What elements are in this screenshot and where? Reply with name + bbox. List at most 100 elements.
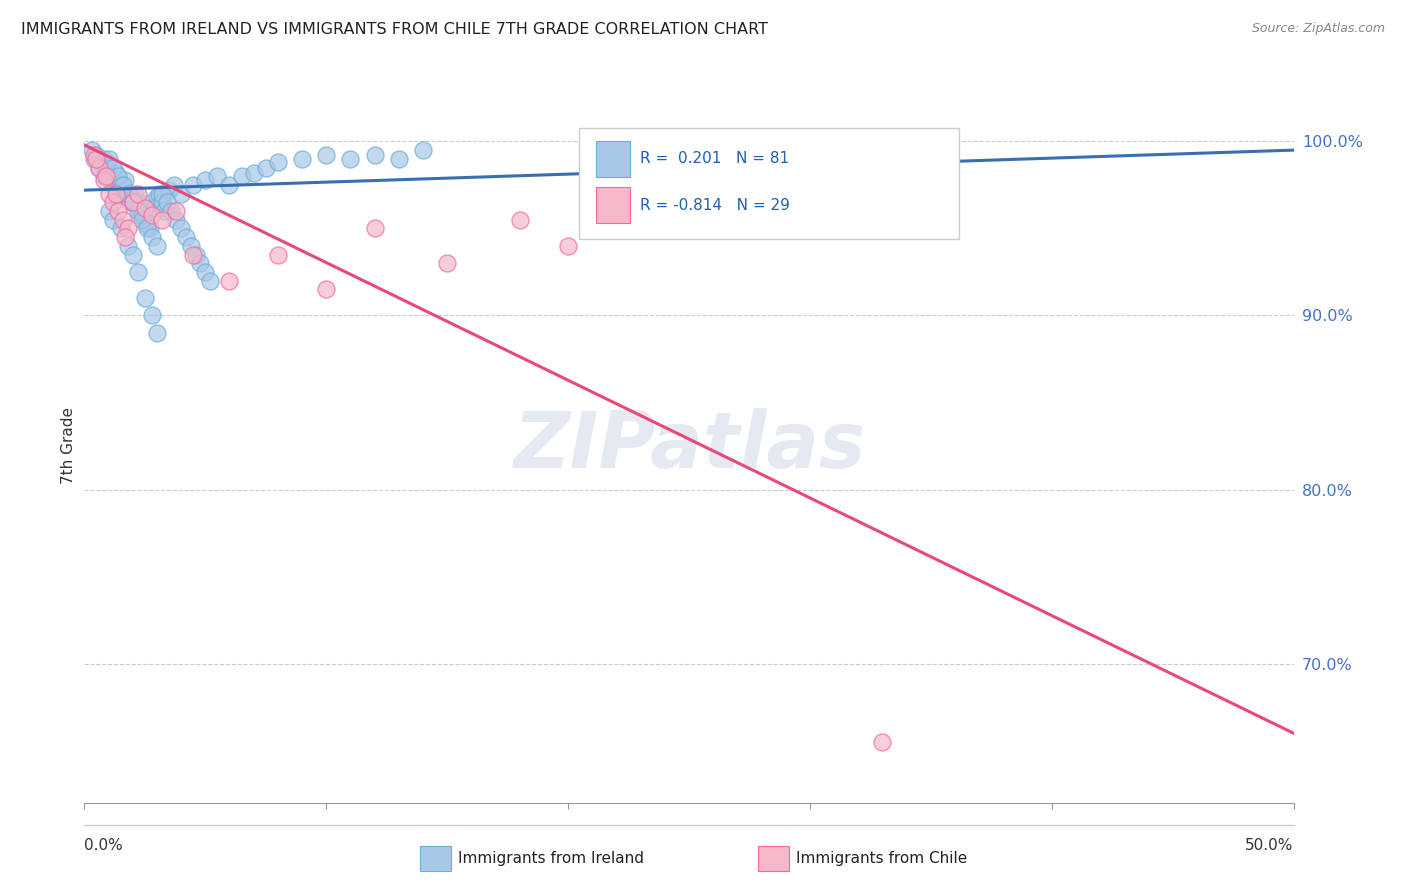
Point xyxy=(155,195,177,210)
Point xyxy=(131,207,153,221)
Point xyxy=(87,161,110,175)
Point xyxy=(150,195,173,210)
Point xyxy=(97,204,120,219)
Point xyxy=(127,195,149,210)
Point xyxy=(363,148,385,162)
Point xyxy=(83,152,105,166)
Point xyxy=(134,201,156,215)
Point xyxy=(799,195,821,210)
Text: R = -0.814   N = 29: R = -0.814 N = 29 xyxy=(640,198,789,212)
Point xyxy=(165,212,187,227)
Point xyxy=(218,274,240,288)
Point xyxy=(136,218,159,232)
Point xyxy=(103,195,125,210)
Point xyxy=(110,178,132,192)
Point xyxy=(160,204,183,219)
Text: IMMIGRANTS FROM IRELAND VS IMMIGRANTS FROM CHILE 7TH GRADE CORRELATION CHART: IMMIGRANTS FROM IRELAND VS IMMIGRANTS FR… xyxy=(21,22,768,37)
Point xyxy=(121,247,143,261)
Point xyxy=(291,152,314,166)
Point xyxy=(94,161,117,175)
Point xyxy=(127,204,149,219)
Text: ZIPatlas: ZIPatlas xyxy=(513,408,865,484)
Point xyxy=(129,204,152,219)
Point xyxy=(103,178,125,192)
Point xyxy=(207,169,229,184)
Point xyxy=(112,178,135,192)
Point xyxy=(121,195,143,210)
Point xyxy=(80,143,103,157)
Text: 50.0%: 50.0% xyxy=(1246,838,1294,853)
Point xyxy=(127,186,149,201)
Point xyxy=(267,155,290,169)
Point xyxy=(97,186,120,201)
Point xyxy=(107,204,129,219)
Point xyxy=(117,186,139,201)
Point xyxy=(112,212,135,227)
Text: Immigrants from Ireland: Immigrants from Ireland xyxy=(458,851,644,865)
Point xyxy=(157,183,180,197)
Point xyxy=(117,239,139,253)
Point xyxy=(83,148,105,162)
Point xyxy=(678,186,700,201)
Point xyxy=(97,169,120,184)
Point xyxy=(86,152,108,166)
Point xyxy=(90,155,112,169)
Point xyxy=(146,239,169,253)
Point xyxy=(143,201,166,215)
Point xyxy=(107,186,129,201)
Point xyxy=(509,212,531,227)
Point xyxy=(194,265,217,279)
Point xyxy=(127,265,149,279)
Point xyxy=(124,186,146,201)
Point xyxy=(267,247,290,261)
Point xyxy=(103,161,125,175)
Y-axis label: 7th Grade: 7th Grade xyxy=(60,408,76,484)
Point xyxy=(180,239,202,253)
Point xyxy=(339,152,361,166)
Point xyxy=(136,221,159,235)
Point xyxy=(110,221,132,235)
Point xyxy=(141,230,163,244)
Point xyxy=(86,148,108,162)
Point xyxy=(112,183,135,197)
Text: Source: ZipAtlas.com: Source: ZipAtlas.com xyxy=(1251,22,1385,36)
Point xyxy=(254,161,277,175)
Point xyxy=(170,186,193,201)
Point xyxy=(114,230,136,244)
Point xyxy=(184,247,207,261)
Point xyxy=(315,148,337,162)
Point xyxy=(94,169,117,184)
Point xyxy=(194,172,217,186)
Point xyxy=(198,274,221,288)
Point xyxy=(141,207,163,221)
Point xyxy=(150,186,173,201)
Point xyxy=(104,166,127,180)
Point xyxy=(146,190,169,204)
Point xyxy=(218,178,240,192)
Point xyxy=(93,169,115,184)
Point xyxy=(97,152,120,166)
Point xyxy=(150,212,173,227)
Point xyxy=(93,152,115,166)
Point xyxy=(181,247,204,261)
Point xyxy=(107,169,129,184)
Point xyxy=(557,239,579,253)
Point xyxy=(388,152,411,166)
Point xyxy=(103,212,125,227)
Point xyxy=(141,195,163,210)
Point xyxy=(141,309,163,323)
Point xyxy=(170,221,193,235)
Point xyxy=(100,172,122,186)
Point xyxy=(117,221,139,235)
Text: 0.0%: 0.0% xyxy=(84,838,124,853)
Point xyxy=(190,256,212,270)
Point xyxy=(231,169,253,184)
Point xyxy=(131,212,153,227)
Point xyxy=(315,282,337,296)
Text: R =  0.201   N = 81: R = 0.201 N = 81 xyxy=(640,152,789,166)
Point xyxy=(163,178,186,192)
Point xyxy=(872,735,894,749)
Point xyxy=(120,195,142,210)
Point xyxy=(121,195,143,210)
Point xyxy=(363,221,385,235)
